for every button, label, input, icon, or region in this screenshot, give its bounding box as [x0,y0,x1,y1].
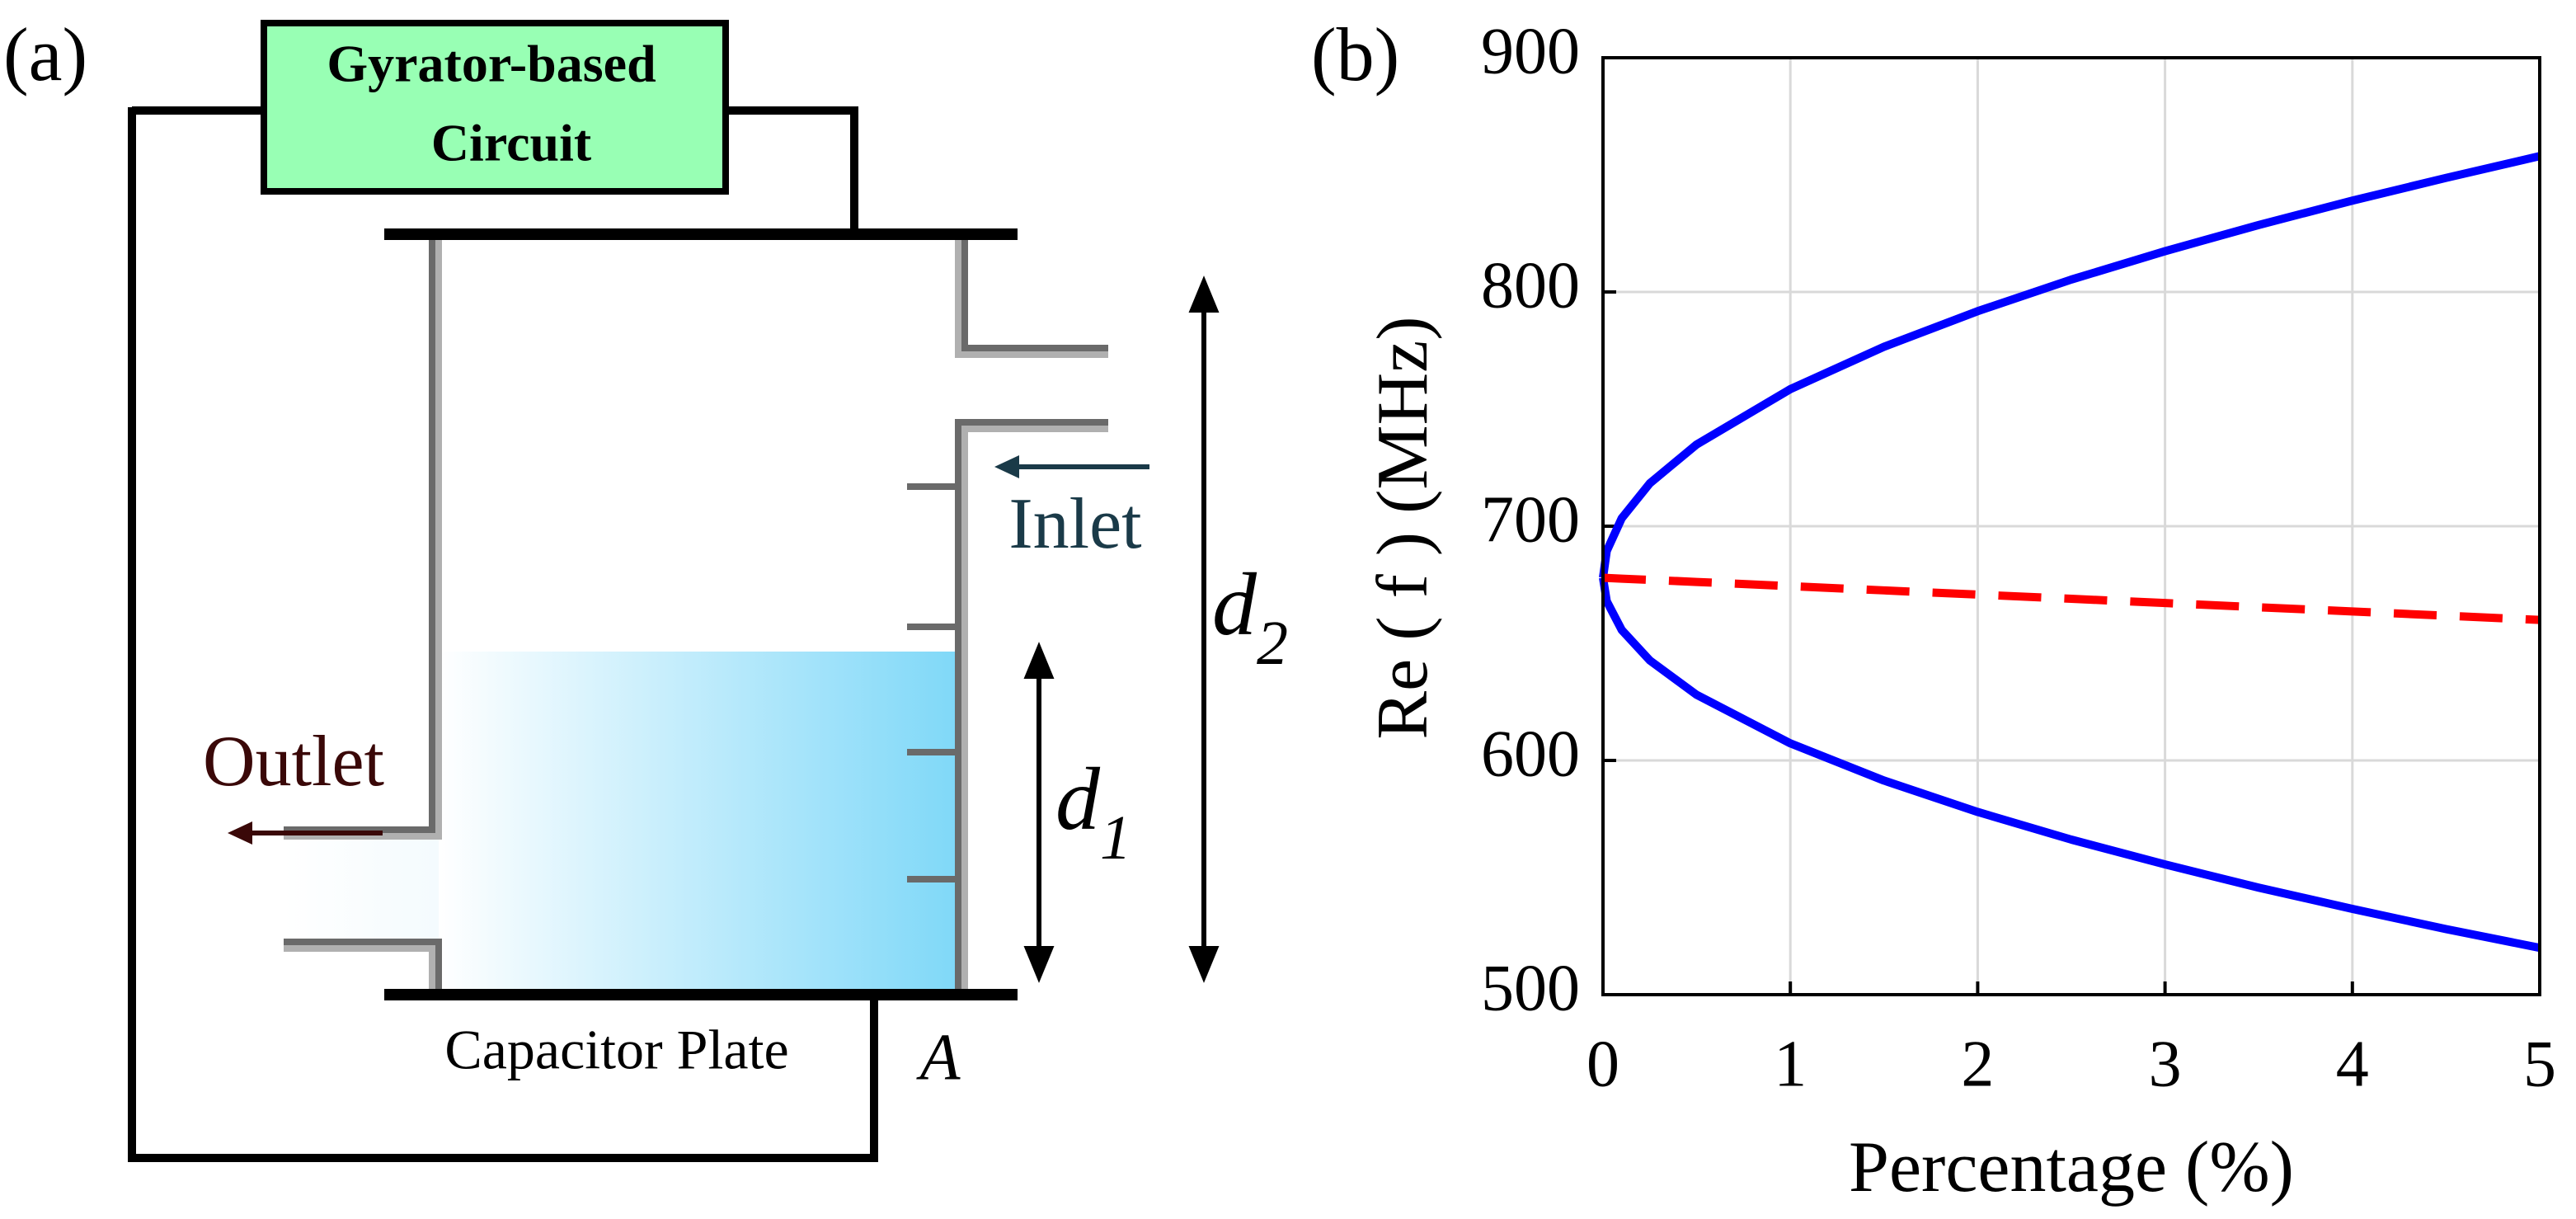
y-tick-label: 900 [1481,15,1580,87]
diagram: (a) Gyrator-based Circuit [3,12,1288,1162]
series-line [1602,573,2541,624]
inlet-label: Inlet [1008,484,1141,564]
d1-subscript: 1 [1100,803,1131,873]
d2-label: d2 [1212,556,1288,679]
y-axis-label: Re ( f ) (MHz) [1363,316,1443,739]
x-tick-label: 0 [1586,1028,1619,1100]
axes-box [1601,56,2541,996]
circuit-box [261,20,729,195]
x-tick-label: 3 [2149,1028,2182,1100]
wire [726,106,858,234]
d1-label: d1 [1055,751,1131,873]
series-line [1599,577,2541,953]
d1-symbol: d [1055,751,1101,849]
y-tick-label: 600 [1481,718,1580,790]
panel-label: (b) [1311,12,1399,96]
series-line [1599,152,2541,579]
outlet-label: Outlet [203,722,384,802]
circuit-label: Circuit [431,114,592,172]
x-axis-label: Percentage (%) [1849,1127,2294,1207]
x-tick-label: 4 [2336,1028,2369,1100]
d2-subscript: 2 [1257,609,1288,678]
inlet-arrow [994,455,1149,478]
d2-arrow [1188,275,1220,983]
y-tick-label: 500 [1481,952,1580,1024]
outlet-liquid [284,838,439,942]
panel-label: (a) [3,12,87,96]
area-label: A [916,1021,961,1094]
outlet-arrow [228,821,383,845]
circuit-label: Gyrator-based [327,35,656,93]
vessel-walls [284,234,1108,995]
x-tick-label: 5 [2523,1028,2556,1100]
wire [128,107,878,1162]
d2-symbol: d [1212,556,1257,654]
y-tick-label: 700 [1481,483,1580,556]
x-tick-label: 1 [1774,1028,1807,1100]
chart: (b) Percentage (%) Re ( f ) (MHz) 0 1 2 3 4 5… [1311,12,2556,1207]
y-tick-label: 800 [1481,249,1580,322]
d1-arrow [1023,642,1055,983]
x-tick-label: 2 [1961,1028,1994,1100]
liquid [439,652,960,991]
plate-label: Capacitor Plate [444,1019,788,1081]
